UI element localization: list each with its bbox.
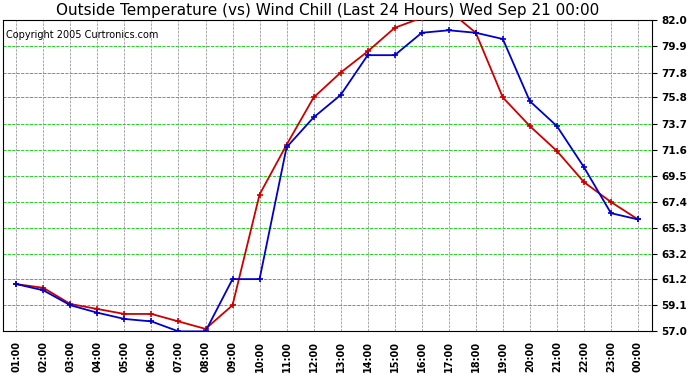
Text: Copyright 2005 Curtronics.com: Copyright 2005 Curtronics.com [6,30,159,40]
Title: Outside Temperature (vs) Wind Chill (Last 24 Hours) Wed Sep 21 00:00: Outside Temperature (vs) Wind Chill (Las… [55,3,599,18]
